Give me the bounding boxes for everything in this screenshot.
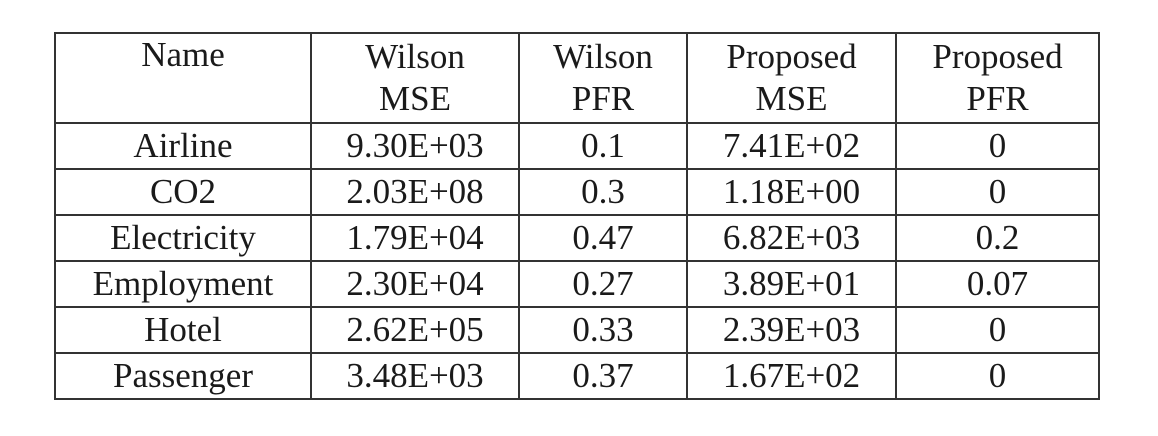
cell-name: Electricity [54,214,312,262]
cell-proposed-pfr: 0.07 [895,260,1100,308]
table-row: Hotel 2.62E+05 0.33 2.39E+03 0 [54,306,1100,354]
cell-name: CO2 [54,168,312,216]
cell-wilson-pfr: 0.33 [518,306,688,354]
header-row: Name Wilson MSE Wilson PFR Proposed MSE … [54,32,1100,124]
header-line: Wilson [553,37,653,76]
cell-wilson-mse: 9.30E+03 [310,122,520,170]
cell-wilson-pfr: 0.47 [518,214,688,262]
table-row: Passenger 3.48E+03 0.37 1.67E+02 0 [54,352,1100,400]
header-name-label: Name [141,35,225,74]
cell-proposed-mse: 6.82E+03 [686,214,897,262]
header-proposed-mse: Proposed MSE [686,32,897,124]
cell-wilson-pfr: 0.37 [518,352,688,400]
table-row: Electricity 1.79E+04 0.47 6.82E+03 0.2 [54,214,1100,262]
cell-proposed-pfr: 0 [895,306,1100,354]
cell-wilson-mse: 2.62E+05 [310,306,520,354]
cell-proposed-mse: 2.39E+03 [686,306,897,354]
cell-wilson-mse: 2.03E+08 [310,168,520,216]
cell-wilson-pfr: 0.3 [518,168,688,216]
cell-wilson-mse: 3.48E+03 [310,352,520,400]
table-row: Employment 2.30E+04 0.27 3.89E+01 0.07 [54,260,1100,308]
cell-proposed-mse: 3.89E+01 [686,260,897,308]
header-proposed-pfr: Proposed PFR [895,32,1100,124]
header-line: Proposed [932,37,1063,76]
cell-proposed-pfr: 0 [895,352,1100,400]
table-row: Airline 9.30E+03 0.1 7.41E+02 0 [54,122,1100,170]
header-line: MSE [379,79,451,118]
cell-name: Hotel [54,306,312,354]
header-wilson-mse: Wilson MSE [310,32,520,124]
cell-name: Employment [54,260,312,308]
table-row: CO2 2.03E+08 0.3 1.18E+00 0 [54,168,1100,216]
header-name: Name [54,32,312,124]
cell-name: Passenger [54,352,312,400]
header-wilson-pfr: Wilson PFR [518,32,688,124]
cell-proposed-pfr: 0 [895,122,1100,170]
cell-proposed-pfr: 0.2 [895,214,1100,262]
cell-proposed-mse: 7.41E+02 [686,122,897,170]
header-line: Wilson [365,37,465,76]
cell-wilson-pfr: 0.1 [518,122,688,170]
cell-wilson-pfr: 0.27 [518,260,688,308]
cell-proposed-mse: 1.67E+02 [686,352,897,400]
cell-wilson-mse: 2.30E+04 [310,260,520,308]
header-line: Proposed [726,37,857,76]
cell-name: Airline [54,122,312,170]
cell-proposed-pfr: 0 [895,168,1100,216]
header-line: PFR [966,79,1029,118]
cell-proposed-mse: 1.18E+00 [686,168,897,216]
cell-wilson-mse: 1.79E+04 [310,214,520,262]
header-line: PFR [571,79,635,118]
results-table: Name Wilson MSE Wilson PFR Proposed MSE … [54,32,1100,400]
header-line: MSE [755,79,828,118]
